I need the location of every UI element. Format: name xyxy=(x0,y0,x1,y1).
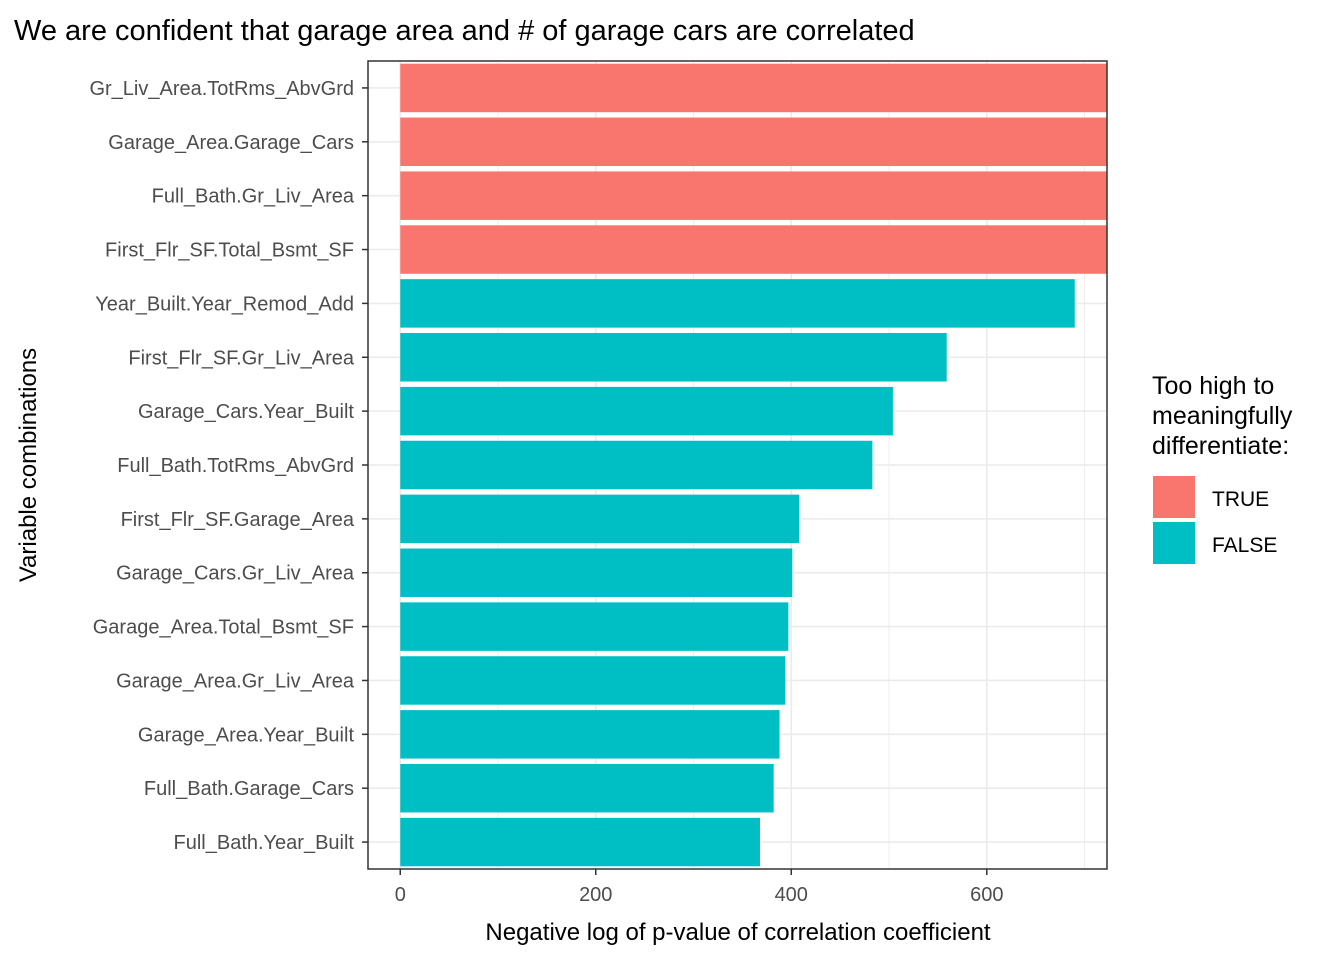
x-axis-label: Negative log of p-value of correlation c… xyxy=(485,919,991,946)
bar xyxy=(400,117,1107,167)
y-tick-label: Garage_Area.Total_Bsmt_SF xyxy=(93,617,354,639)
legend-label: TRUE xyxy=(1212,488,1269,511)
x-tick-label: 200 xyxy=(579,884,612,906)
y-tick-label: First_Flr_SF.Garage_Area xyxy=(121,509,355,531)
bar xyxy=(400,333,947,382)
legend-title: differentiate: xyxy=(1152,432,1289,460)
y-tick-label: Gr_Liv_Area.TotRms_AbvGrd xyxy=(89,78,354,100)
y-axis-label: Variable combinations xyxy=(15,348,42,582)
y-tick-label: Full_Bath.Gr_Liv_Area xyxy=(152,186,355,208)
y-tick-label: Full_Bath.Garage_Cars xyxy=(144,778,354,800)
legend-label: FALSE xyxy=(1212,534,1277,557)
bar xyxy=(400,763,774,813)
y-tick-label: Full_Bath.Year_Built xyxy=(174,832,355,854)
y-tick-label: Garage_Cars.Gr_Liv_Area xyxy=(116,563,355,585)
bar xyxy=(400,279,1075,328)
legend-title: Too high to xyxy=(1152,372,1274,400)
y-tick-label: Garage_Area.Garage_Cars xyxy=(108,132,354,154)
chart-title: We are confident that garage area and # … xyxy=(14,15,915,47)
y-tick-label: Garage_Area.Gr_Liv_Area xyxy=(116,670,355,692)
y-tick-label: Full_Bath.TotRms_AbvGrd xyxy=(117,455,354,477)
y-tick-label: First_Flr_SF.Total_Bsmt_SF xyxy=(105,240,354,262)
y-tick-label: Year_Built.Year_Remod_Add xyxy=(95,293,354,315)
bar xyxy=(400,602,789,651)
bar xyxy=(400,548,793,597)
bar xyxy=(400,656,786,705)
bar xyxy=(400,386,893,436)
bar xyxy=(400,440,873,490)
x-tick-label: 0 xyxy=(395,884,406,906)
legend-key xyxy=(1153,476,1195,518)
x-tick-label: 400 xyxy=(775,884,808,906)
bar xyxy=(400,710,780,759)
bar xyxy=(400,171,1107,220)
y-tick-label: Garage_Area.Year_Built xyxy=(138,724,355,746)
x-tick-label: 600 xyxy=(970,884,1003,906)
y-tick-label: Garage_Cars.Year_Built xyxy=(138,401,354,423)
bar xyxy=(400,817,760,867)
bar xyxy=(400,225,1107,274)
y-tick-label: First_Flr_SF.Gr_Liv_Area xyxy=(128,347,354,369)
legend-key xyxy=(1153,522,1195,564)
bar xyxy=(400,63,1107,113)
bar xyxy=(400,494,800,544)
legend-title: meaningfully xyxy=(1152,402,1293,430)
